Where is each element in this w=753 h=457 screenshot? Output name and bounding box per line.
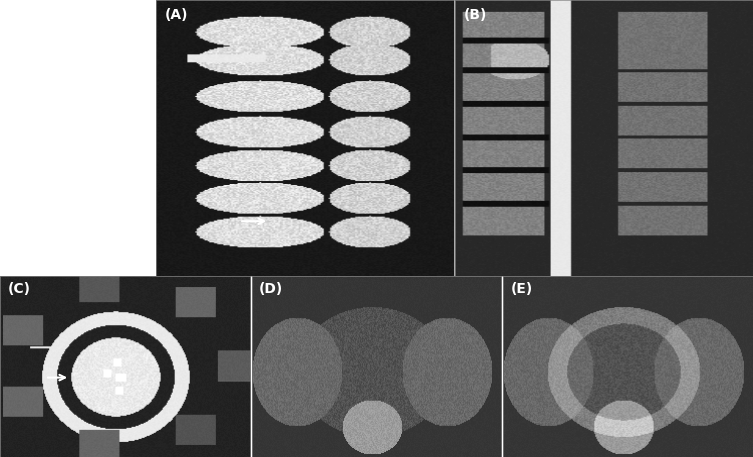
Text: (B): (B): [464, 8, 487, 22]
Text: (D): (D): [259, 282, 283, 296]
Text: (E): (E): [511, 282, 532, 296]
Text: (C): (C): [8, 282, 31, 296]
Text: (A): (A): [165, 8, 188, 22]
